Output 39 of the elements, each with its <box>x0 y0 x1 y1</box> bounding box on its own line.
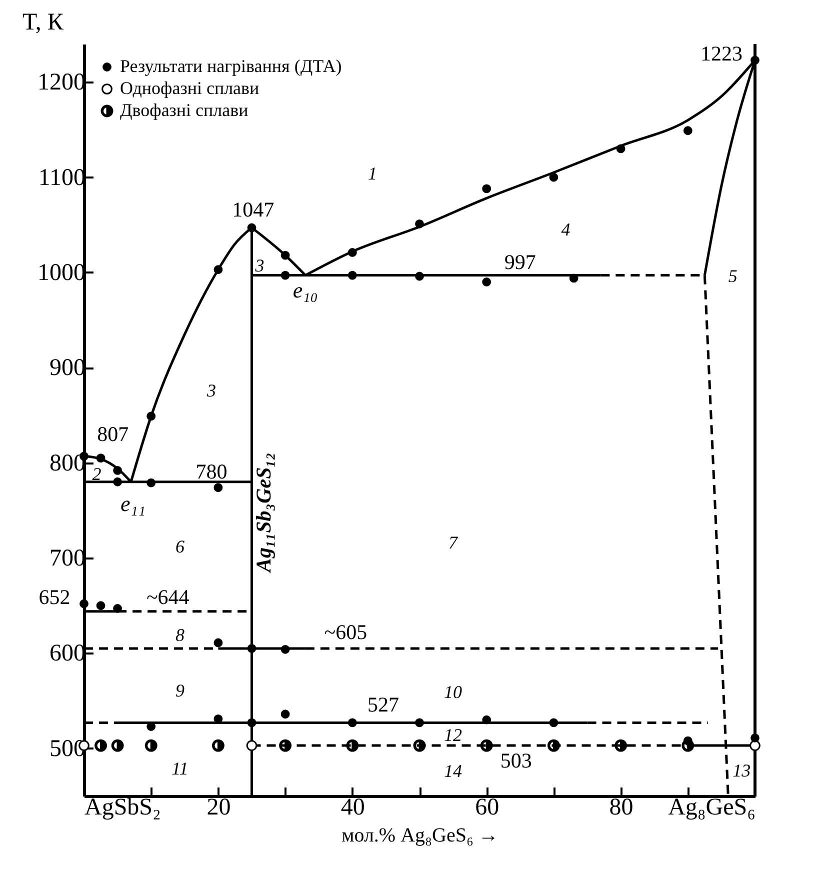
annotation: e₁₁ <box>120 490 146 516</box>
annotation: 1047 <box>232 198 274 222</box>
annotation: 10 <box>444 682 462 702</box>
annotation: 14 <box>444 761 462 782</box>
annotation: 7 <box>448 532 459 553</box>
annotation: 12 <box>444 725 462 746</box>
y-axis-title: T, К <box>22 10 64 36</box>
legend-label: Результати нагрівання (ДТА) <box>120 56 342 76</box>
x-axis-title: мол.% Ag₈GeS₆ → <box>342 824 498 846</box>
text: 652 <box>38 585 70 610</box>
x-tick-label: 40 <box>340 794 365 820</box>
annotation: 997 <box>504 250 536 274</box>
annotation: 3 <box>206 380 216 400</box>
annotation: 503 <box>500 748 532 773</box>
annotation: 527 <box>368 692 400 717</box>
annotation: 4 <box>561 220 570 240</box>
x-tick-label: 20 <box>206 794 231 820</box>
x-tick-label: AgSbS₂ <box>84 794 161 820</box>
annotation: 13 <box>732 760 751 780</box>
annotation: 5 <box>728 266 738 286</box>
annotation: 1 <box>368 163 378 184</box>
annotation: ~644 <box>146 585 190 610</box>
x-tick-label: 60 <box>475 794 500 820</box>
annotation: 780 <box>196 459 228 484</box>
annotation: 6 <box>175 536 184 557</box>
annotation: 8 <box>175 625 184 646</box>
annotation: 9 <box>175 680 184 700</box>
annotation: Ag₁₁Sb₃GeS₁₂ <box>252 452 276 574</box>
annotation: 1223 <box>700 41 742 66</box>
annotation: 11 <box>172 758 188 778</box>
legend-label: Двофазні сплави <box>120 100 249 120</box>
annotation: 2 <box>92 464 102 484</box>
annotation: 3 <box>254 256 264 276</box>
x-tick-label: Ag₈GeS₆ <box>668 794 756 820</box>
annotation: 807 <box>97 422 129 446</box>
x-tick-label: 80 <box>609 794 634 820</box>
annotation: ~605 <box>324 620 368 644</box>
legend-label: Однофазні сплави <box>120 78 260 98</box>
annotation: e₁₀ <box>292 278 318 303</box>
